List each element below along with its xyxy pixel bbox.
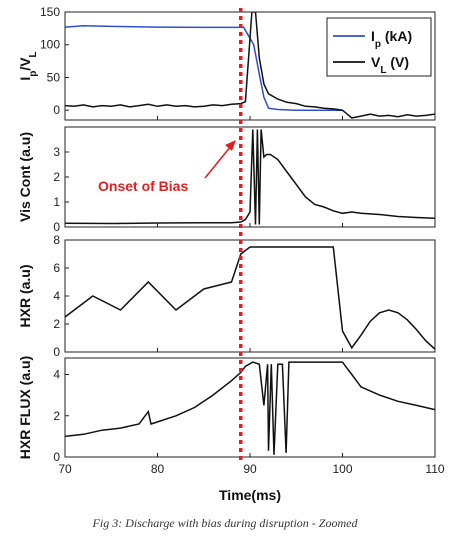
y-axis-label: HXR FLUX (a.u) (17, 356, 33, 459)
legend-box (326, 17, 432, 77)
series-line-2-1 (65, 129, 435, 225)
y-tick-label: 3 (53, 145, 60, 159)
axes-frame (64, 239, 436, 353)
x-axis-label: Time(ms) (219, 487, 281, 503)
panel-1: 0 50 100 150 Ip/VL Ip (kA) VL (V) (17, 5, 436, 121)
y-tick-label: 50 (47, 70, 61, 84)
legend-entry: Ip (kA) (371, 28, 412, 50)
panel-2: 0 1 2 3 Vis Cont (a.u) (17, 126, 436, 234)
series-line-1-2 (65, 12, 435, 119)
y-tick-label: 100 (40, 38, 60, 52)
panel-4: 0 2 4 70 80 90 100 110 HXR FLUX (a.u) (17, 356, 445, 476)
x-tick-label: 100 (332, 462, 352, 476)
annotation-label: Onset of Bias (98, 178, 188, 194)
x-tick-label: 70 (58, 462, 72, 476)
series-line-3-1 (65, 246, 435, 350)
y-axis-label: Ip/VL (17, 51, 39, 80)
x-tick-label: 110 (425, 462, 444, 476)
y-tick-label: 2 (53, 317, 60, 331)
y-axis-label: HXR (a.u) (17, 265, 33, 328)
x-tick-label: 90 (243, 462, 257, 476)
y-tick-label: 1 (53, 195, 60, 209)
y-axis-label: Vis Cont (a.u) (17, 132, 33, 222)
y-tick-label: 6 (53, 261, 60, 275)
y-tick-label: 150 (40, 5, 60, 19)
y-tick-label: 4 (53, 289, 60, 303)
y-tick-label: 8 (53, 233, 60, 247)
y-tick-label: 2 (53, 170, 60, 184)
series-line-1-1 (65, 24, 343, 111)
y-tick-label: 4 (53, 368, 60, 382)
legend-entry: VL (V) (371, 54, 409, 76)
annotation-arrowhead (225, 140, 236, 151)
y-tick-label: 0 (53, 345, 60, 359)
x-tick-label: 80 (151, 462, 165, 476)
y-tick-label: 2 (53, 409, 60, 423)
annotation-arrow-line (204, 145, 232, 179)
series-line-4-1 (65, 361, 435, 455)
y-tick-label: 0 (53, 103, 60, 117)
y-tick-label: 0 (53, 220, 60, 234)
y-tick-label: 0 (53, 450, 60, 464)
figure-caption: Fig 3: Discharge with bias during disrup… (92, 516, 358, 530)
axes-frame (64, 357, 436, 458)
panel-3: 0 2 4 6 8 HXR (a.u) (17, 233, 436, 359)
